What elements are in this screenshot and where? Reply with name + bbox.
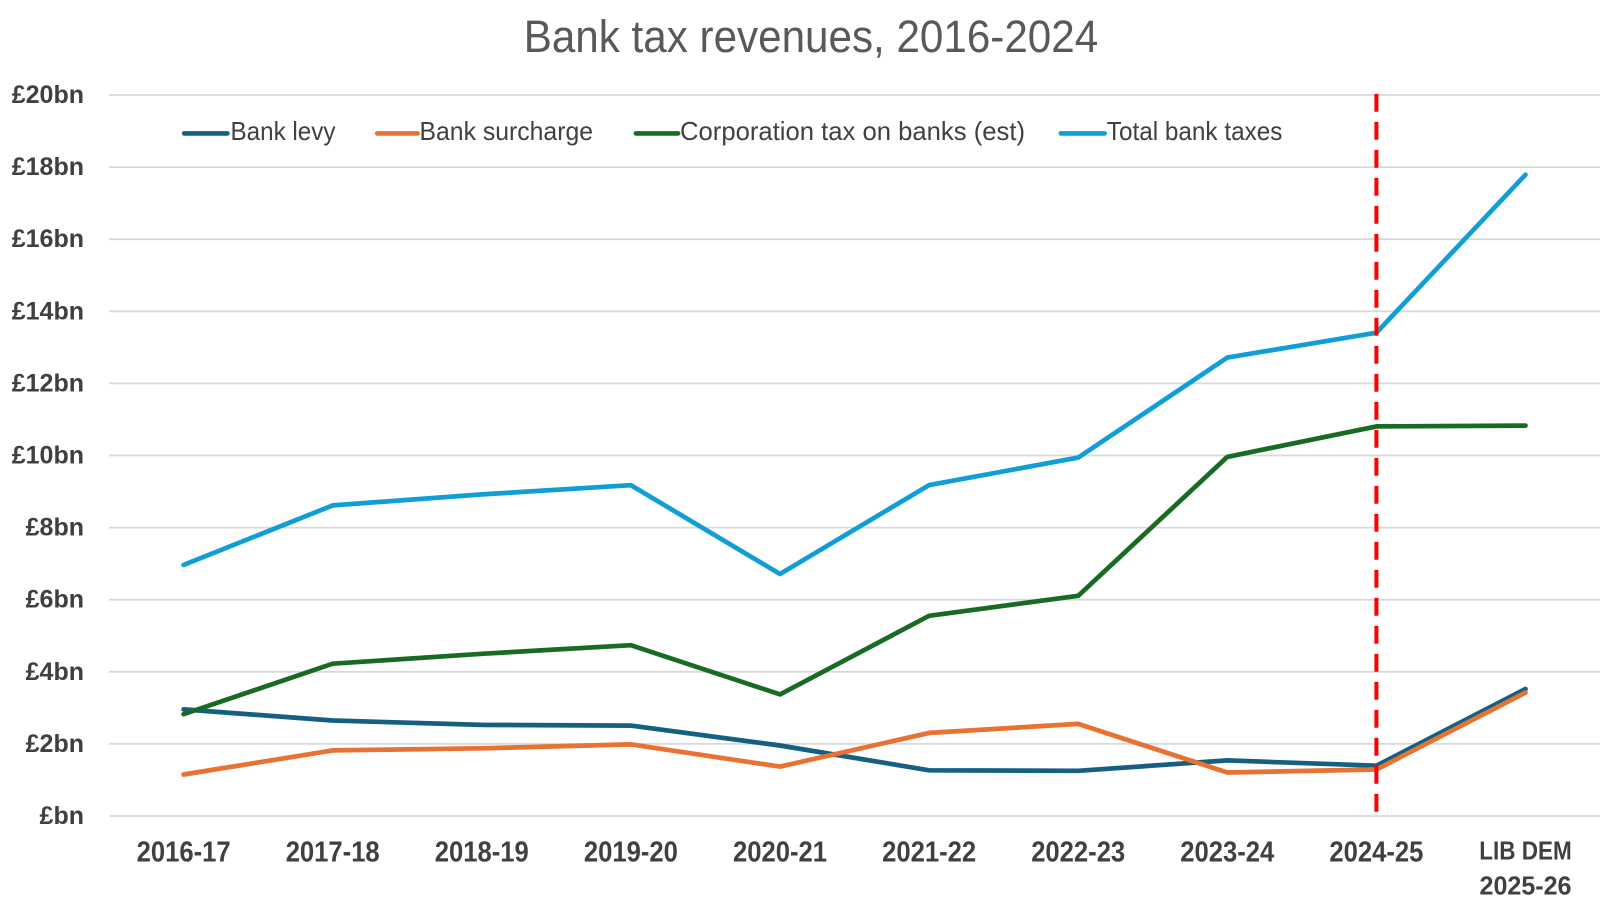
svg-text:£20bn: £20bn: [12, 81, 84, 109]
svg-text:£bn: £bn: [40, 802, 84, 830]
svg-text:LIB DEM: LIB DEM: [1479, 836, 1572, 866]
svg-text:£18bn: £18bn: [12, 153, 84, 181]
svg-text:Bank levy: Bank levy: [231, 116, 336, 146]
svg-text:Corporation tax on banks (est): Corporation tax on banks (est): [680, 116, 1025, 146]
svg-text:2025-26: 2025-26: [1480, 871, 1572, 901]
svg-text:2023-24: 2023-24: [1180, 837, 1274, 869]
svg-text:2021-22: 2021-22: [882, 837, 976, 869]
svg-text:£2bn: £2bn: [26, 730, 84, 758]
svg-text:2019-20: 2019-20: [584, 837, 678, 869]
svg-text:£8bn: £8bn: [26, 514, 84, 542]
svg-text:2020-21: 2020-21: [733, 837, 827, 869]
svg-text:£14bn: £14bn: [12, 297, 84, 325]
svg-text:2024-25: 2024-25: [1329, 837, 1423, 869]
svg-text:2016-17: 2016-17: [137, 837, 231, 869]
svg-text:Bank surcharge: Bank surcharge: [420, 116, 594, 146]
svg-text:2022-23: 2022-23: [1031, 837, 1125, 869]
svg-text:£16bn: £16bn: [12, 225, 84, 253]
svg-text:£12bn: £12bn: [12, 369, 84, 397]
svg-text:Bank tax revenues, 2016-2024: Bank tax revenues, 2016-2024: [524, 11, 1098, 62]
svg-text:2017-18: 2017-18: [286, 837, 380, 869]
svg-text:2018-19: 2018-19: [435, 837, 529, 869]
svg-text:Total bank taxes: Total bank taxes: [1107, 116, 1283, 146]
svg-text:£10bn: £10bn: [12, 442, 84, 470]
svg-text:£6bn: £6bn: [26, 586, 84, 614]
svg-text:£4bn: £4bn: [26, 658, 84, 686]
